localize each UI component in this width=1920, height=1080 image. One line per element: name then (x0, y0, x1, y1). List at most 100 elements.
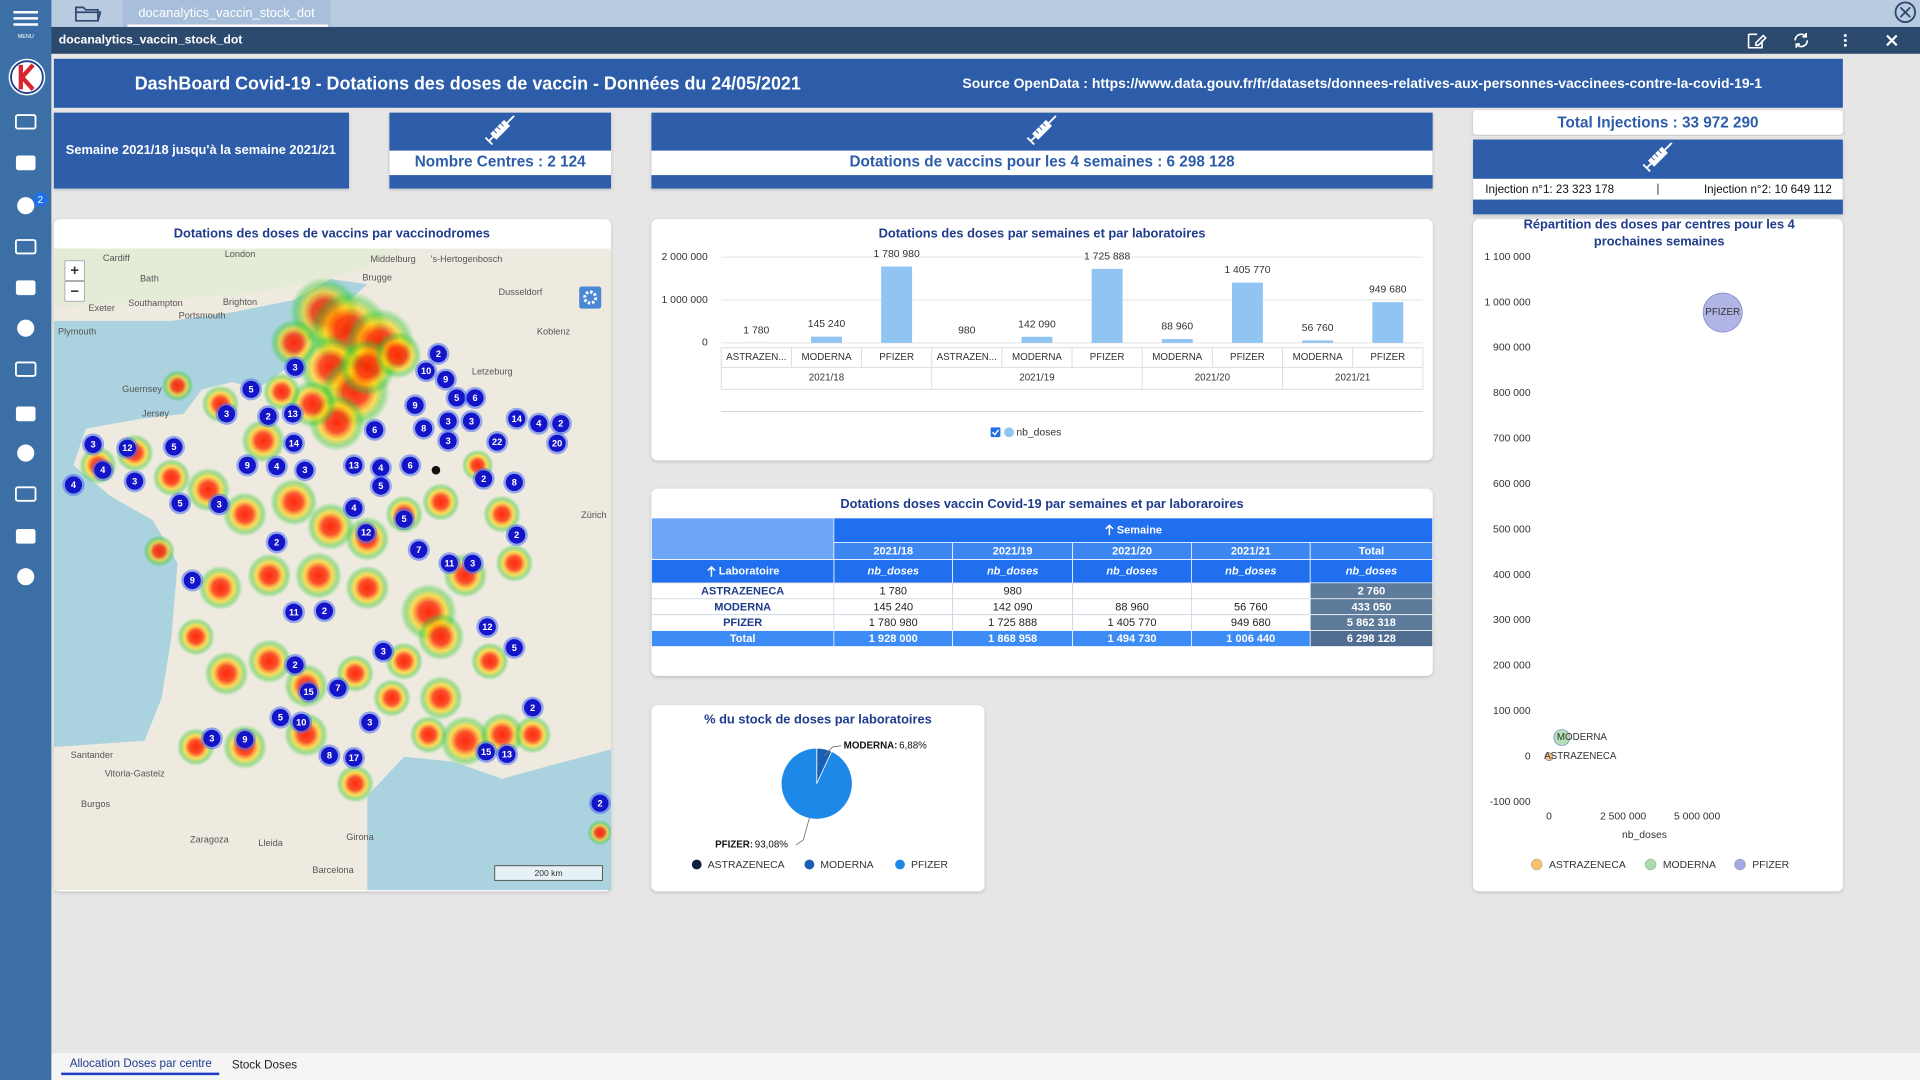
cluster[interactable] (345, 749, 363, 767)
cluster[interactable] (320, 746, 338, 765)
cluster[interactable] (548, 434, 566, 452)
cluster[interactable] (591, 794, 609, 812)
cluster[interactable] (300, 683, 318, 701)
cluster[interactable] (505, 473, 523, 492)
cluster[interactable] (259, 407, 277, 425)
cluster[interactable] (118, 439, 136, 457)
cluster[interactable] (374, 642, 392, 660)
cluster[interactable] (329, 679, 347, 697)
cluster[interactable] (292, 713, 310, 732)
cluster[interactable] (217, 405, 236, 423)
cluster[interactable] (366, 421, 384, 439)
cluster[interactable] (315, 602, 334, 620)
cluster[interactable] (415, 420, 433, 438)
cluster[interactable] (372, 477, 390, 495)
cluster[interactable] (242, 380, 260, 398)
cluster[interactable] (401, 456, 419, 474)
cluster[interactable] (475, 470, 493, 488)
cluster[interactable] (64, 476, 83, 494)
map-settings (579, 286, 602, 309)
cluster[interactable] (372, 459, 390, 477)
cluster[interactable] (498, 745, 516, 763)
legend-label[interactable]: MODERNA (1663, 860, 1716, 871)
cluster[interactable] (271, 708, 289, 727)
cluster[interactable] (285, 434, 303, 452)
sidebar-icon[interactable] (15, 155, 36, 171)
sidebar-icon[interactable] (17, 568, 35, 586)
cluster[interactable] (464, 554, 482, 572)
tab-label[interactable]: docanalytics_vaccin_stock_dot (138, 5, 315, 20)
cluster[interactable] (439, 432, 457, 450)
cluster[interactable] (524, 699, 542, 717)
legend-label[interactable]: PFIZER (911, 860, 948, 871)
sidebar-icon[interactable] (15, 361, 37, 377)
cluster[interactable] (296, 461, 314, 479)
cluster[interactable] (361, 713, 379, 732)
sidebar-icon[interactable] (17, 319, 35, 337)
sidebar-icon[interactable] (17, 197, 35, 215)
close-icon (1894, 1, 1917, 23)
cluster[interactable] (410, 541, 428, 559)
cluster[interactable] (508, 526, 526, 544)
cluster[interactable] (285, 603, 303, 621)
legend-label[interactable]: ASTRAZENECA (708, 860, 785, 871)
cluster[interactable] (84, 435, 102, 454)
cluster[interactable] (429, 345, 447, 363)
cluster[interactable] (466, 389, 484, 407)
legend-label[interactable]: PFIZER (1752, 860, 1789, 871)
cluster-count: 5 (278, 713, 283, 723)
cluster[interactable] (165, 438, 183, 456)
cluster[interactable] (448, 389, 466, 407)
cluster[interactable] (406, 396, 424, 414)
legend-label[interactable]: MODERNA (820, 860, 873, 871)
cluster[interactable] (505, 639, 523, 657)
place-label: Girona (346, 832, 374, 842)
sheet-tab[interactable]: Stock Doses (232, 1058, 297, 1071)
sidebar-icon[interactable] (15, 486, 37, 502)
cluster[interactable] (488, 433, 506, 451)
cluster[interactable] (183, 571, 201, 589)
sidebar-icon[interactable] (15, 114, 37, 130)
cluster[interactable] (286, 358, 304, 376)
cluster[interactable] (462, 412, 480, 430)
zoom-in[interactable]: + (70, 263, 79, 279)
cluster[interactable] (478, 618, 496, 636)
sheet-tab[interactable]: Allocation Doses par centre (70, 1057, 212, 1070)
legend-label[interactable]: nb_doses (1016, 428, 1061, 439)
cluster[interactable] (268, 533, 286, 552)
cluster[interactable] (345, 499, 363, 517)
cluster[interactable] (357, 524, 375, 542)
cluster[interactable] (439, 412, 457, 430)
cluster[interactable] (286, 656, 304, 674)
scale-bar (494, 865, 603, 881)
cluster[interactable] (417, 362, 435, 380)
measure-header: nb_doses (1106, 566, 1157, 578)
cluster[interactable] (268, 457, 286, 476)
cluster[interactable] (345, 456, 363, 474)
sidebar-icon[interactable] (15, 280, 36, 296)
sidebar-icon[interactable] (17, 444, 35, 462)
sidebar-icon[interactable] (15, 239, 37, 255)
cluster[interactable] (203, 729, 221, 747)
cluster[interactable] (395, 510, 413, 528)
icon-shape (17, 568, 35, 586)
cluster[interactable] (437, 371, 455, 389)
cluster[interactable] (236, 731, 254, 749)
cluster[interactable] (126, 472, 144, 490)
cluster[interactable] (440, 554, 458, 572)
cluster[interactable] (530, 415, 548, 433)
cluster[interactable] (238, 456, 256, 474)
cluster-count: 2 (266, 411, 271, 421)
cluster[interactable] (210, 495, 228, 514)
cluster[interactable] (94, 461, 112, 479)
cluster[interactable] (508, 410, 526, 428)
sidebar-icon[interactable] (15, 528, 36, 544)
cluster[interactable] (171, 494, 189, 512)
zoom-out[interactable]: − (70, 284, 79, 300)
cluster[interactable] (284, 405, 302, 423)
cluster[interactable] (477, 743, 495, 761)
table-value: 1 780 980 (869, 617, 918, 629)
cluster[interactable] (552, 415, 570, 433)
sidebar-icon[interactable] (15, 406, 36, 422)
legend-label[interactable]: ASTRAZENECA (1549, 860, 1626, 871)
